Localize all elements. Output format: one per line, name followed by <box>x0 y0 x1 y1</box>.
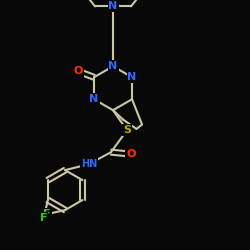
Text: N: N <box>108 61 118 71</box>
Text: S: S <box>123 125 131 135</box>
Text: F: F <box>43 209 51 219</box>
Text: N: N <box>89 94 99 104</box>
Text: HN: HN <box>81 159 97 169</box>
Text: N: N <box>108 1 118 11</box>
Text: O: O <box>73 66 83 76</box>
Text: O: O <box>126 149 136 159</box>
Text: N: N <box>128 72 137 82</box>
Text: F: F <box>40 213 48 223</box>
